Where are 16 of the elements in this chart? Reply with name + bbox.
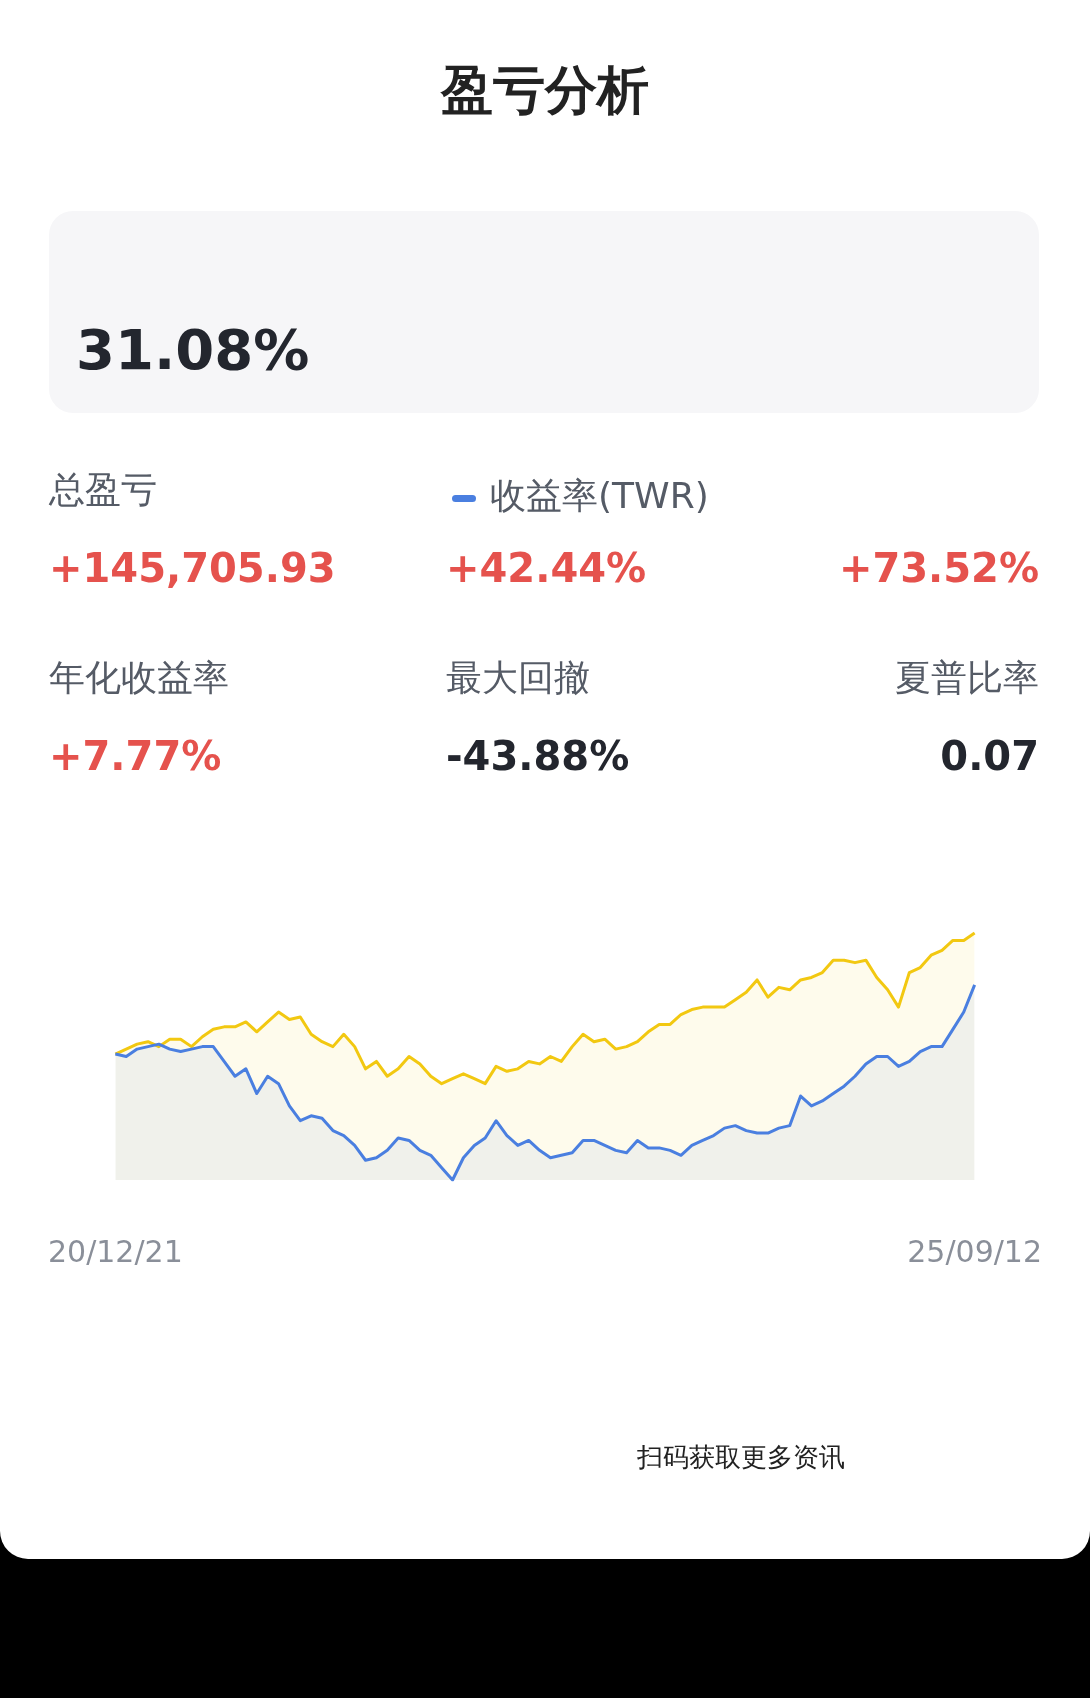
text: +7.77%: [49, 733, 222, 779]
x-tick-label: 20/12/21: [47, 1233, 183, 1269]
text: 31.08%: [76, 317, 310, 382]
text: 0.07: [940, 733, 1039, 779]
chart-title: 盈亏分析: [439, 60, 650, 120]
text: 扫码获取更多资讯: [637, 1442, 845, 1472]
text: 夏普比率: [895, 657, 1039, 698]
legend-label: 收益率(TWR): [489, 475, 709, 516]
x-tick-label: 25/09/12: [907, 1233, 1043, 1269]
text: +42.44%: [446, 545, 647, 591]
text: 年化收益率: [49, 657, 229, 698]
text: +145,705.93: [49, 545, 336, 591]
text: -43.88%: [446, 733, 630, 779]
text: +73.52%: [838, 545, 1039, 591]
text: 总盈亏: [49, 469, 157, 510]
text: 最大回撤: [446, 657, 590, 698]
